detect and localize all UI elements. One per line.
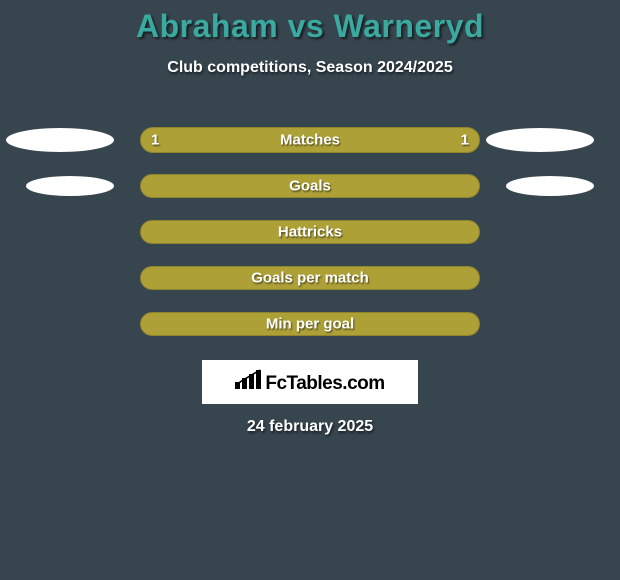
stat-row: Min per goal (0, 301, 620, 347)
stat-row: Hattricks (0, 209, 620, 255)
stat-bar: Min per goal (140, 312, 480, 336)
vs-text: vs (288, 8, 325, 44)
right-ellipse (506, 176, 594, 196)
stat-right-value: 1 (461, 132, 469, 149)
left-ellipse (26, 176, 114, 196)
stat-label: Goals per match (141, 270, 479, 287)
stat-label: Min per goal (141, 316, 479, 333)
player-b-name: Warneryd (334, 8, 484, 44)
stat-bar: Goals (140, 174, 480, 198)
footer-badge[interactable]: FcTables.com (202, 360, 418, 404)
subtitle: Club competitions, Season 2024/2025 (0, 59, 620, 77)
stat-row: Matches1 1 (0, 117, 620, 163)
player-a-name: Abraham (136, 8, 278, 44)
stat-label: Matches (141, 132, 479, 149)
footer-badge-inner: FcTables.com (235, 369, 384, 395)
stats-rows: Matches1 1 Goals Hattricks Goals per match Mi… (0, 117, 620, 347)
date-line: 24 february 2025 (0, 418, 620, 436)
stat-bar: Matches1 1 (140, 127, 480, 153)
left-ellipse (6, 128, 114, 152)
footer-brand-text: FcTables.com (265, 373, 384, 395)
stat-bar: Hattricks (140, 220, 480, 244)
bar-chart-icon (235, 369, 261, 389)
stat-label: Hattricks (141, 224, 479, 241)
stat-label: Goals (141, 178, 479, 195)
page-title: Abraham vs Warneryd (136, 8, 484, 45)
trend-line-icon (235, 369, 261, 389)
stat-row: Goals (0, 163, 620, 209)
title-row: Abraham vs Warneryd (0, 0, 620, 45)
stat-left-value: 1 (151, 132, 159, 149)
stat-bar: Goals per match (140, 266, 480, 290)
right-ellipse (486, 128, 594, 152)
stat-row: Goals per match (0, 255, 620, 301)
